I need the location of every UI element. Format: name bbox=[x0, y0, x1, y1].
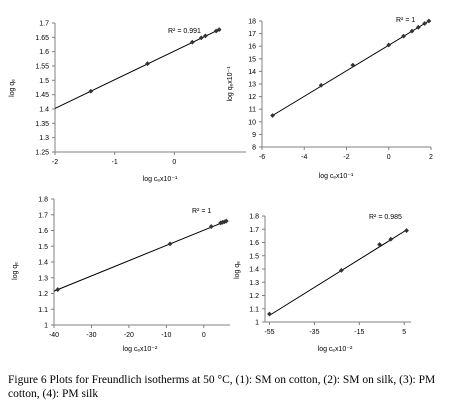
chart1-y-axis-title: log qₑ bbox=[9, 79, 16, 97]
chart2-data-point bbox=[386, 42, 392, 48]
chart4-x-tick-label: 5 bbox=[402, 329, 406, 336]
chart4-data-point bbox=[388, 236, 394, 242]
chart4-y-tick-label: 1.3 bbox=[249, 280, 259, 287]
chart1-data-point bbox=[198, 35, 204, 41]
figure-caption: Figure 6 Plots for Freundlich isotherms … bbox=[8, 374, 436, 400]
chart1-x-tick-label: 0 bbox=[172, 159, 176, 166]
chart3-data-point bbox=[223, 218, 229, 224]
chart3-r2-label: R² = 1 bbox=[192, 208, 211, 215]
chart2-r2-label: R² = 1 bbox=[396, 17, 415, 24]
chart3-x-axis-title: log cₑx10⁻² bbox=[123, 346, 158, 353]
chart4-y-tick-label: 1.4 bbox=[249, 267, 259, 274]
chart2-y-tick-label: 17 bbox=[248, 31, 256, 38]
chart1-y-tick-label: 1.4 bbox=[39, 107, 49, 114]
chart2-y-tick-label: 8 bbox=[252, 145, 256, 152]
chart2-x-tick-label: 0 bbox=[387, 154, 391, 161]
chart2-x-tick-label: 2 bbox=[429, 154, 433, 161]
chart2-trendline bbox=[272, 20, 430, 116]
chart2-y-tick-label: 10 bbox=[248, 119, 256, 126]
chart3-y-axis-title: log qₑ bbox=[12, 262, 19, 280]
chart3-y-tick-label: 1.1 bbox=[38, 307, 48, 314]
chart2-x-tick-label: -4 bbox=[301, 154, 307, 161]
chart4-x-tick-label: -15 bbox=[354, 329, 364, 336]
chart2-x-axis-title: log cₑx10⁻¹ bbox=[319, 173, 354, 180]
chart4-data-point bbox=[267, 311, 272, 317]
chart4-data-point bbox=[404, 228, 409, 233]
chart4-r2-label: R² = 0.985 bbox=[369, 214, 402, 221]
chart3-x-tick-label: -40 bbox=[49, 332, 59, 339]
chart1-data-point bbox=[88, 88, 94, 94]
chart3-x-tick-label: -30 bbox=[86, 332, 96, 339]
chart3-x-tick-label: -20 bbox=[124, 332, 134, 339]
chart4-data-point bbox=[338, 267, 344, 273]
chart1-y-tick-label: 1.45 bbox=[35, 92, 49, 99]
chart1-x-axis-title: log cₑx10⁻¹ bbox=[143, 176, 178, 183]
chart1-data-point bbox=[145, 61, 150, 67]
chart4-y-axis-title: log qₑ bbox=[234, 261, 241, 279]
chart4-y-tick-label: 1.1 bbox=[249, 306, 259, 313]
chart1-y-tick-label: 1.55 bbox=[35, 64, 49, 71]
chart4-y-tick-label: 1.7 bbox=[249, 227, 259, 234]
chart3-data-point bbox=[218, 220, 224, 226]
chart3-y-tick-label: 1.5 bbox=[38, 244, 48, 251]
chart4-x-axis-title: log cₑx10⁻² bbox=[318, 346, 353, 353]
chart4-y-tick-label: 1 bbox=[255, 320, 259, 327]
chart4-x-tick-label: -55 bbox=[264, 329, 274, 336]
chart2-y-tick-label: 18 bbox=[248, 19, 256, 26]
chart2-y-axis-title: log qₑx10⁻¹ bbox=[227, 66, 234, 102]
chart1-y-tick-label: 1.25 bbox=[35, 150, 49, 157]
chart3-data-point bbox=[55, 287, 61, 292]
chart1-x-tick-label: -2 bbox=[52, 159, 58, 166]
chart2-y-tick-label: 12 bbox=[248, 94, 256, 101]
chart3-y-tick-label: 1.3 bbox=[38, 275, 48, 282]
chart1-data-point bbox=[189, 39, 195, 45]
chart2-data-point bbox=[270, 113, 275, 118]
chart4-data-point bbox=[377, 242, 382, 247]
chart2-y-tick-label: 9 bbox=[252, 132, 256, 139]
chart1-y-tick-label: 1.3 bbox=[39, 135, 49, 142]
chart2-y-tick-label: 13 bbox=[248, 82, 256, 89]
chart1-y-tick-label: 1.6 bbox=[39, 49, 49, 56]
chart3-y-tick-label: 1 bbox=[44, 323, 48, 330]
chart3-y-tick-label: 1.2 bbox=[38, 291, 48, 298]
chart3-y-tick-label: 1.6 bbox=[38, 228, 48, 235]
chart2-data-point bbox=[350, 62, 356, 68]
chart2-data-point bbox=[426, 18, 432, 24]
chart2-y-tick-label: 16 bbox=[248, 44, 256, 51]
chart4-y-tick-label: 1.6 bbox=[249, 240, 259, 247]
chart2-data-point bbox=[422, 21, 428, 26]
chart3-data-point bbox=[167, 241, 173, 247]
chart4-y-tick-label: 1.2 bbox=[249, 293, 259, 300]
chart3-y-tick-label: 1.8 bbox=[38, 197, 48, 204]
chart3-trendline bbox=[53, 220, 227, 292]
chart1-data-point bbox=[216, 27, 222, 32]
chart4-trendline bbox=[269, 228, 408, 316]
chart2-data-point bbox=[318, 82, 324, 88]
chart4-y-tick-label: 1.5 bbox=[249, 253, 259, 260]
chart2-x-tick-label: -2 bbox=[343, 154, 349, 161]
chart3-y-tick-label: 1.4 bbox=[38, 260, 48, 267]
chart2-data-point bbox=[415, 24, 421, 30]
chart1-data-point bbox=[203, 33, 208, 39]
chart4-y-tick-label: 1.8 bbox=[249, 214, 259, 221]
chart2-x-tick-label: -6 bbox=[259, 154, 265, 161]
chart2-data-point bbox=[401, 33, 406, 39]
chart3-y-tick-label: 1.7 bbox=[38, 212, 48, 219]
chart1-r2-label: R² = 0.991 bbox=[168, 28, 201, 35]
chart1-y-tick-label: 1.5 bbox=[39, 78, 49, 85]
chart4-x-tick-label: -35 bbox=[309, 329, 319, 336]
chart1-trendline bbox=[54, 29, 220, 109]
chart2-y-tick-label: 14 bbox=[248, 69, 256, 76]
chart2-y-tick-label: 15 bbox=[248, 56, 256, 63]
chart1-x-tick-label: -1 bbox=[112, 159, 118, 166]
chart1-y-tick-label: 1.7 bbox=[39, 21, 49, 28]
chart2-y-tick-label: 11 bbox=[249, 107, 256, 114]
chart1-y-tick-label: 1.35 bbox=[35, 121, 49, 128]
chart3-x-tick-label: 0 bbox=[202, 332, 206, 339]
chart2-data-point bbox=[409, 28, 415, 34]
chart1-y-tick-label: 1.65 bbox=[35, 35, 49, 42]
chart3-data-point bbox=[208, 224, 214, 229]
chart3-x-tick-label: -10 bbox=[161, 332, 171, 339]
